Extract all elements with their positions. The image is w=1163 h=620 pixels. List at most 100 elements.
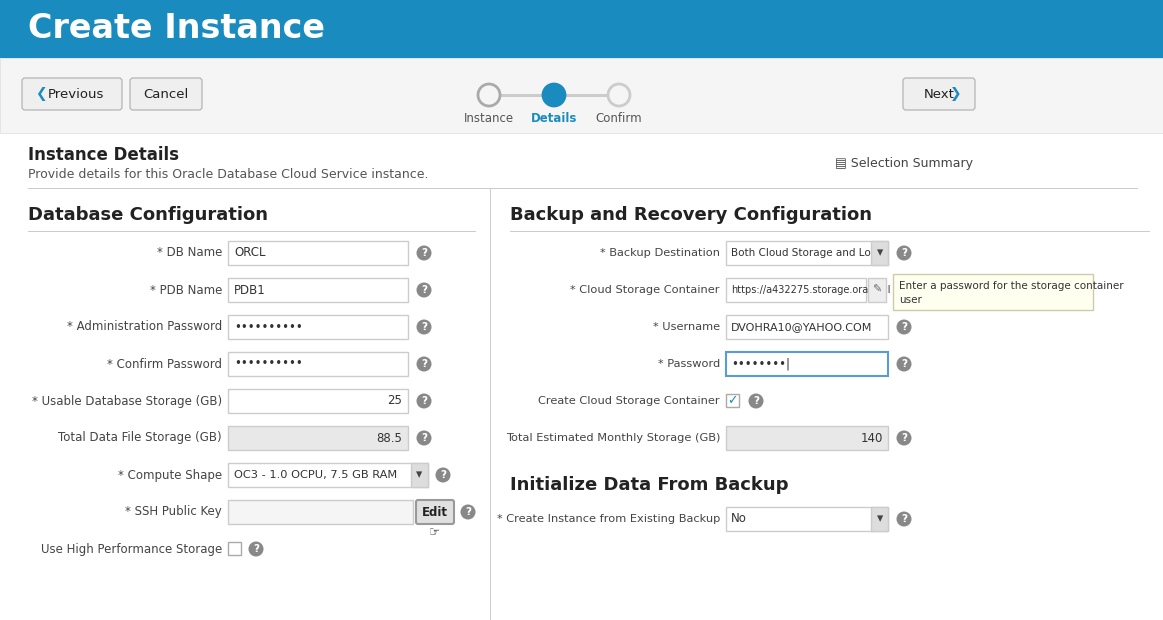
Text: ?: ? <box>465 507 471 517</box>
Circle shape <box>897 512 912 526</box>
Text: * Compute Shape: * Compute Shape <box>117 469 222 482</box>
Bar <box>488 94 619 97</box>
Text: DVOHRA10@YAHOO.COM: DVOHRA10@YAHOO.COM <box>732 322 872 332</box>
Text: * DB Name: * DB Name <box>157 247 222 260</box>
Bar <box>228 500 413 524</box>
FancyBboxPatch shape <box>130 78 202 110</box>
Circle shape <box>249 541 264 557</box>
Bar <box>893 274 1093 310</box>
Text: ▾: ▾ <box>416 469 422 482</box>
Text: * Username: * Username <box>652 322 720 332</box>
Text: * PDB Name: * PDB Name <box>150 283 222 296</box>
Bar <box>28 231 476 232</box>
Text: ••••••••••: •••••••••• <box>234 321 302 334</box>
Text: ?: ? <box>901 248 907 258</box>
Text: Total Data File Storage (GB): Total Data File Storage (GB) <box>58 432 222 445</box>
Text: ?: ? <box>421 433 427 443</box>
Circle shape <box>478 84 500 106</box>
FancyBboxPatch shape <box>22 78 122 110</box>
Circle shape <box>416 356 431 371</box>
Bar <box>726 241 889 265</box>
Bar <box>726 315 889 339</box>
Circle shape <box>416 283 431 298</box>
Text: ?: ? <box>901 514 907 524</box>
Bar <box>726 507 889 531</box>
Text: * Confirm Password: * Confirm Password <box>107 358 222 371</box>
Bar <box>0 0 1163 58</box>
Text: Initialize Data From Backup: Initialize Data From Backup <box>511 476 789 494</box>
Text: ?: ? <box>901 359 907 369</box>
Text: 140: 140 <box>861 432 883 445</box>
Text: Backup and Recovery Configuration: Backup and Recovery Configuration <box>511 206 872 224</box>
Text: ?: ? <box>440 470 445 480</box>
Bar <box>411 463 428 487</box>
Text: Total Estimated Monthly Storage (GB): Total Estimated Monthly Storage (GB) <box>506 433 720 443</box>
Circle shape <box>543 84 565 106</box>
Text: Database Configuration: Database Configuration <box>28 206 267 224</box>
Circle shape <box>897 246 912 260</box>
Text: ?: ? <box>421 285 427 295</box>
Text: ?: ? <box>421 396 427 406</box>
Text: Create Cloud Storage Container: Create Cloud Storage Container <box>538 396 720 406</box>
Bar <box>726 278 866 302</box>
Bar <box>228 463 428 487</box>
Text: Edit: Edit <box>422 505 448 518</box>
Text: ▤ Selection Summary: ▤ Selection Summary <box>835 156 973 169</box>
Bar <box>28 188 1139 189</box>
Bar <box>228 315 408 339</box>
Text: ?: ? <box>421 322 427 332</box>
Text: Both Cloud Storage and Loca: Both Cloud Storage and Loca <box>732 248 883 258</box>
Text: * Administration Password: * Administration Password <box>66 321 222 334</box>
Text: Next: Next <box>923 87 955 100</box>
Bar <box>228 426 408 450</box>
Text: Details: Details <box>530 112 577 125</box>
Text: user: user <box>899 295 922 305</box>
Text: ?: ? <box>901 322 907 332</box>
Text: Previous: Previous <box>48 87 105 100</box>
Bar <box>726 394 739 407</box>
Text: Enter a password for the storage container: Enter a password for the storage contain… <box>899 281 1123 291</box>
Text: ▾: ▾ <box>877 247 883 260</box>
Text: ••••••••••: •••••••••• <box>234 358 302 371</box>
Text: Use High Performance Storage: Use High Performance Storage <box>41 542 222 556</box>
FancyBboxPatch shape <box>902 78 975 110</box>
Bar <box>726 426 889 450</box>
Circle shape <box>897 319 912 335</box>
Text: ORCL: ORCL <box>234 247 265 260</box>
Circle shape <box>608 84 630 106</box>
Circle shape <box>749 394 763 409</box>
Text: Instance Details: Instance Details <box>28 146 179 164</box>
Text: ❯: ❯ <box>950 87 962 101</box>
Circle shape <box>897 356 912 371</box>
Text: ✎: ✎ <box>872 285 882 295</box>
Bar <box>871 507 889 531</box>
Text: Confirm: Confirm <box>595 112 642 125</box>
Text: * Usable Database Storage (GB): * Usable Database Storage (GB) <box>31 394 222 407</box>
Bar <box>228 278 408 302</box>
Bar <box>228 542 241 555</box>
Text: * Create Instance from Existing Backup: * Create Instance from Existing Backup <box>497 514 720 524</box>
Text: 88.5: 88.5 <box>376 432 402 445</box>
Text: ?: ? <box>752 396 759 406</box>
Bar <box>0 58 1163 133</box>
Circle shape <box>461 505 476 520</box>
Text: ?: ? <box>254 544 259 554</box>
Circle shape <box>416 394 431 409</box>
Bar <box>511 231 1150 232</box>
Bar <box>871 241 889 265</box>
Text: Create Instance: Create Instance <box>28 12 324 45</box>
Bar <box>726 352 889 376</box>
Text: ▾: ▾ <box>877 513 883 526</box>
Text: Cancel: Cancel <box>143 87 188 100</box>
Text: * Backup Destination: * Backup Destination <box>600 248 720 258</box>
Text: ?: ? <box>901 433 907 443</box>
Text: * Cloud Storage Container: * Cloud Storage Container <box>571 285 720 295</box>
Text: ❮: ❮ <box>35 87 47 101</box>
Bar <box>228 389 408 413</box>
Text: ✓: ✓ <box>727 394 737 407</box>
Bar <box>228 241 408 265</box>
Text: * SSH Public Key: * SSH Public Key <box>126 505 222 518</box>
Text: * Password: * Password <box>658 359 720 369</box>
Circle shape <box>435 467 450 482</box>
Circle shape <box>416 430 431 446</box>
